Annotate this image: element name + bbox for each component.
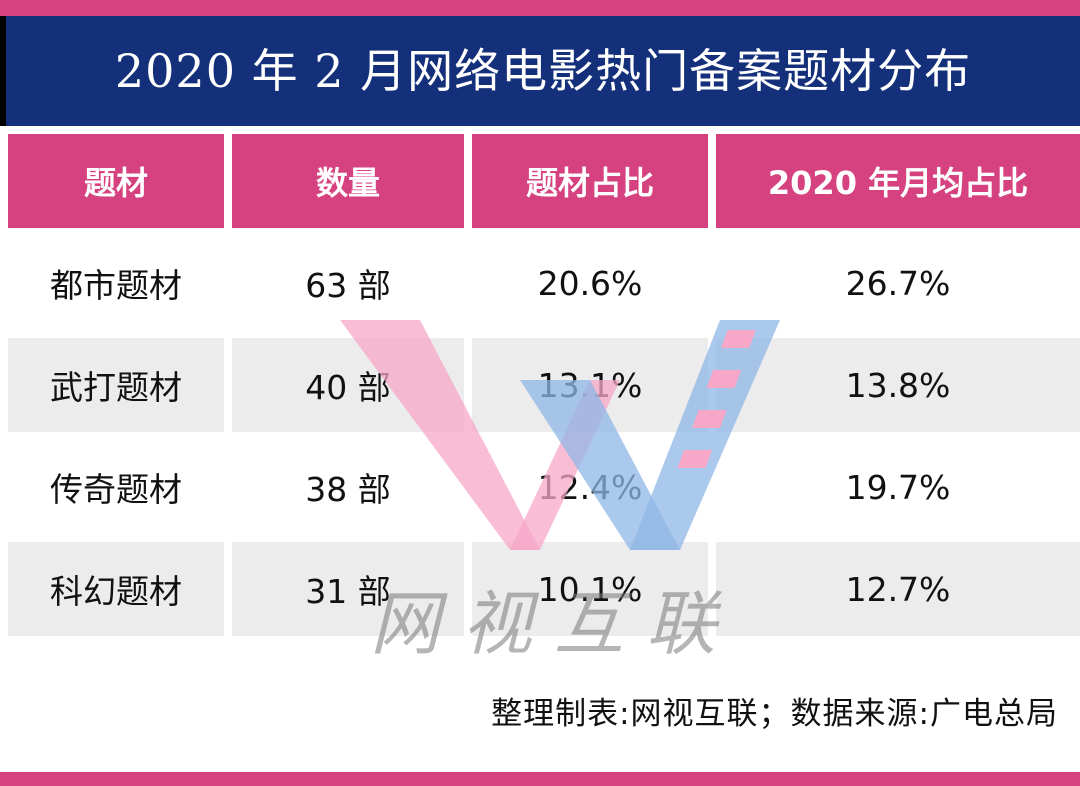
table-row: 科幻题材 31 部 10.1% 12.7% (0, 542, 1080, 636)
table-cell: 20.6% (537, 263, 643, 303)
chart-title: 2020 年 2 月网络电影热门备案题材分布 (114, 44, 972, 98)
table-row: 武打题材 40 部 13.1% 13.8% (0, 338, 1080, 432)
table-cell: 31 部 (232, 542, 464, 636)
table-cell: 40 部 (232, 338, 464, 432)
table-cell: 10.1% (472, 542, 708, 636)
table-cell: 19.7% (845, 467, 951, 507)
header-cell: 2020 年月均占比 (716, 134, 1080, 228)
table-cell: 13.8% (716, 338, 1080, 432)
table-cell: 12.7% (716, 542, 1080, 636)
title-bar: 2020 年 2 月网络电影热门备案题材分布 (0, 16, 1080, 126)
table-header-row: 题材 数量 题材占比 2020 年月均占比 (0, 134, 1080, 228)
table-cell: 13.1% (472, 338, 708, 432)
header-cell: 数量 (232, 134, 464, 228)
table-cell: 科幻题材 (8, 542, 224, 636)
source-note: 整理制表:网视互联；数据来源:广电总局 (491, 696, 1058, 732)
top-accent-strip (0, 0, 1080, 16)
table-cell: 都市题材 (50, 266, 182, 305)
header-cell: 题材 (8, 134, 224, 228)
table-row: 传奇题材 38 部 12.4% 19.7% (0, 440, 1080, 534)
table-cell: 武打题材 (8, 338, 224, 432)
table-cell: 26.7% (845, 263, 951, 303)
bottom-accent-strip (0, 772, 1080, 786)
table-cell: 38 部 (305, 470, 391, 509)
table-cell: 传奇题材 (50, 470, 182, 509)
table-cell: 63 部 (305, 266, 391, 305)
table-row: 都市题材 63 部 20.6% 26.7% (0, 236, 1080, 330)
header-cell: 题材占比 (472, 134, 708, 228)
table-cell: 12.4% (537, 467, 643, 507)
